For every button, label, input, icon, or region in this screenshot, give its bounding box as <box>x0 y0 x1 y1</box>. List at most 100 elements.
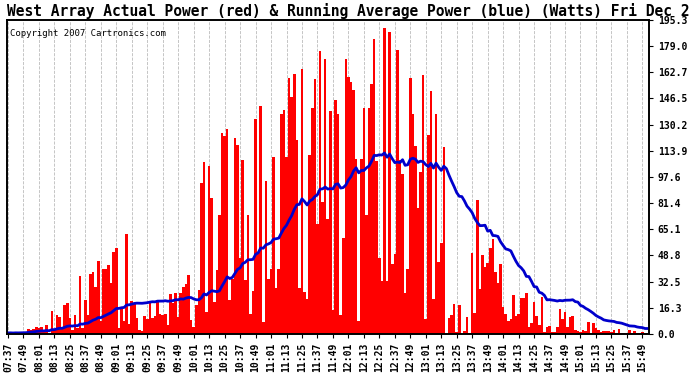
Bar <box>144 316 146 334</box>
Bar <box>420 172 422 334</box>
Bar <box>357 321 360 334</box>
Bar <box>293 74 295 334</box>
Bar <box>409 78 411 334</box>
Bar <box>484 267 486 334</box>
Bar <box>239 258 241 334</box>
Bar <box>502 308 504 334</box>
Bar <box>63 304 66 334</box>
Bar <box>559 309 561 334</box>
Bar <box>481 255 484 334</box>
Bar <box>633 331 636 334</box>
Bar <box>530 323 533 334</box>
Bar <box>386 280 388 334</box>
Bar <box>313 79 316 334</box>
Bar <box>375 162 378 334</box>
Bar <box>43 331 46 334</box>
Bar <box>638 333 641 334</box>
Bar <box>74 315 77 334</box>
Bar <box>311 108 313 334</box>
Bar <box>631 333 633 334</box>
Bar <box>365 215 368 334</box>
Bar <box>610 332 613 334</box>
Bar <box>453 304 455 334</box>
Bar <box>551 332 553 334</box>
Bar <box>427 135 430 334</box>
Bar <box>399 160 402 334</box>
Bar <box>636 333 638 334</box>
Bar <box>569 317 571 334</box>
Bar <box>440 243 442 334</box>
Bar <box>525 293 528 334</box>
Bar <box>25 332 28 334</box>
Bar <box>602 331 605 334</box>
Bar <box>561 319 564 334</box>
Bar <box>500 264 502 334</box>
Bar <box>35 327 38 334</box>
Bar <box>182 287 185 334</box>
Bar <box>540 297 543 334</box>
Bar <box>246 215 249 334</box>
Bar <box>355 159 357 334</box>
Bar <box>360 159 362 334</box>
Bar <box>249 314 252 334</box>
Bar <box>97 261 99 334</box>
Bar <box>430 91 432 334</box>
Bar <box>373 39 375 334</box>
Bar <box>533 302 535 334</box>
Bar <box>177 317 179 334</box>
Bar <box>224 136 226 334</box>
Bar <box>77 328 79 334</box>
Bar <box>538 325 540 334</box>
Bar <box>166 325 169 334</box>
Bar <box>146 319 148 334</box>
Bar <box>579 332 582 334</box>
Bar <box>332 310 334 334</box>
Bar <box>175 293 177 334</box>
Bar <box>402 174 404 334</box>
Bar <box>193 327 195 334</box>
Bar <box>451 315 453 334</box>
Bar <box>213 302 215 334</box>
Bar <box>584 331 587 334</box>
Bar <box>56 315 58 334</box>
Bar <box>133 303 136 334</box>
Bar <box>404 293 406 334</box>
Bar <box>435 114 437 334</box>
Bar <box>244 280 246 334</box>
Bar <box>120 307 123 334</box>
Bar <box>339 315 342 334</box>
Bar <box>393 254 396 334</box>
Bar <box>432 299 435 334</box>
Bar <box>288 78 290 334</box>
Bar <box>14 332 17 334</box>
Bar <box>316 224 319 334</box>
Bar <box>577 331 579 334</box>
Bar <box>169 294 172 334</box>
Bar <box>600 332 602 334</box>
Bar <box>130 302 133 334</box>
Bar <box>512 295 515 334</box>
Bar <box>19 332 22 334</box>
Bar <box>497 284 500 334</box>
Bar <box>448 318 451 334</box>
Bar <box>84 300 87 334</box>
Bar <box>553 333 556 334</box>
Bar <box>172 303 175 334</box>
Bar <box>218 215 221 334</box>
Bar <box>28 329 30 334</box>
Bar <box>469 333 471 334</box>
Bar <box>273 157 275 334</box>
Bar <box>329 111 332 334</box>
Bar <box>187 276 190 334</box>
Bar <box>342 238 344 334</box>
Bar <box>241 160 244 334</box>
Bar <box>295 140 298 334</box>
Bar <box>306 298 308 334</box>
Bar <box>463 331 466 334</box>
Bar <box>371 84 373 334</box>
Bar <box>71 330 74 334</box>
Bar <box>326 219 329 334</box>
Bar <box>319 51 322 334</box>
Bar <box>259 106 262 334</box>
Bar <box>473 313 476 334</box>
